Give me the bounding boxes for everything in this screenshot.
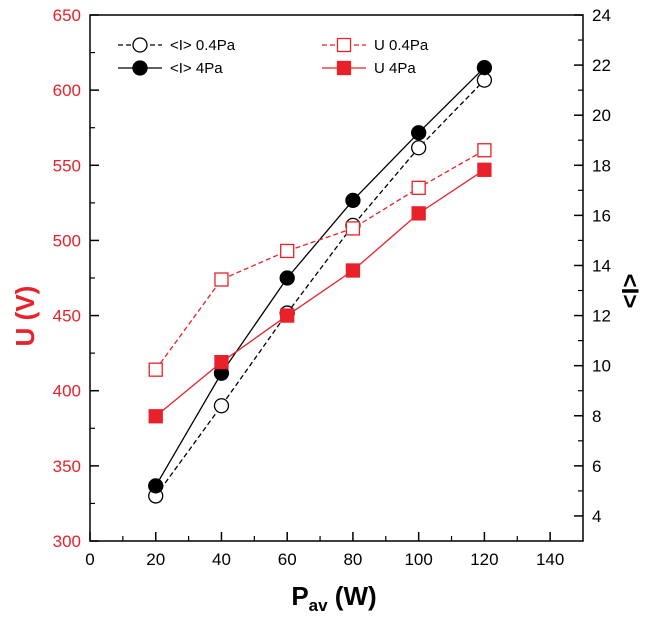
y-left-tick-label: 650 [53, 6, 81, 25]
y-right-tick-label: 20 [592, 106, 611, 125]
x-axis-title: Pav (W) [291, 581, 376, 615]
y-left-tick-label: 600 [53, 81, 81, 100]
data-point [476, 59, 493, 76]
x-tick-label: 140 [536, 550, 564, 569]
legend-label: <I> 4Pa [170, 60, 223, 77]
y-right-tick-label: 18 [592, 156, 611, 175]
data-point [148, 409, 163, 424]
y-left-tick-label: 450 [53, 307, 81, 326]
y-right-tick-label: 24 [592, 6, 611, 25]
legend-item: <I> 4Pa [118, 60, 223, 77]
series-line [155, 169, 485, 417]
y-left-axis-title: U (V) [10, 286, 40, 347]
y-right-tick-label: 10 [592, 357, 611, 376]
legend-label: <I> 0.4Pa [170, 37, 236, 54]
axes: 0 20 40 60 80 100 120 140 300 350 400 450 500 550 600 6… [53, 6, 611, 569]
y-right-tick-label: 14 [592, 256, 611, 275]
y-right-tick-label: 6 [592, 457, 601, 476]
data-point [213, 398, 230, 414]
x-tick-label: 20 [146, 550, 165, 569]
series-0 [148, 72, 493, 504]
data-point [345, 221, 361, 236]
series-3 [148, 162, 492, 424]
data-point [477, 162, 492, 177]
legend: <I> 0.4Pa <I> 4Pa U 0.4Pa U 4Pa [118, 37, 429, 77]
data-point [345, 192, 361, 209]
x-tick-label: 0 [85, 550, 94, 569]
data-point [148, 362, 163, 377]
y-right-tick-label: 16 [592, 206, 611, 225]
legend-marker [336, 37, 352, 53]
y-left-tick-label: 500 [53, 231, 81, 250]
series-line [155, 149, 485, 371]
data-point [411, 125, 427, 141]
legend-item: U 4Pa [322, 60, 416, 77]
legend-label: U 4Pa [374, 60, 416, 77]
x-tick-label: 60 [278, 550, 297, 569]
y-left-tick-label: 350 [53, 457, 81, 476]
series-layer [148, 59, 493, 504]
y-right-axis-title: <I> [616, 274, 643, 309]
data-point [280, 308, 295, 323]
data-point [214, 272, 229, 287]
data-point [345, 263, 361, 278]
y-left-tick-label: 400 [53, 382, 81, 401]
y-right-tick-label: 12 [592, 307, 611, 326]
plot-frame [89, 14, 584, 542]
x-tick-label: 80 [343, 550, 362, 569]
legend-marker [132, 60, 148, 76]
series-line [155, 79, 485, 497]
legend-marker [336, 60, 352, 76]
y-right-tick-label: 22 [592, 56, 611, 75]
series-2 [148, 143, 492, 377]
y-left-tick-label: 300 [53, 532, 81, 551]
x-axis-title-main: P [291, 581, 308, 611]
x-axis-title-unit: (W) [328, 581, 377, 611]
x-axis-title-sub: av [309, 596, 328, 615]
data-point [279, 270, 295, 286]
y-right-tick-label: 8 [592, 407, 601, 426]
x-tick-label: 100 [404, 550, 432, 569]
legend-item: U 0.4Pa [322, 37, 429, 54]
legend-label: U 0.4Pa [374, 37, 429, 54]
data-point [411, 180, 426, 195]
data-point [411, 140, 427, 156]
data-point [411, 206, 426, 221]
data-point [148, 478, 164, 494]
x-tick-label: 40 [212, 550, 231, 569]
y-left-tick-label: 550 [53, 156, 81, 175]
legend-item: <I> 0.4Pa [118, 37, 236, 54]
data-point [477, 143, 492, 158]
legend-marker [132, 37, 148, 53]
x-tick-label: 120 [470, 550, 498, 569]
data-point [280, 243, 295, 259]
y-right-tick-label: 4 [592, 507, 601, 526]
data-point [214, 355, 229, 370]
